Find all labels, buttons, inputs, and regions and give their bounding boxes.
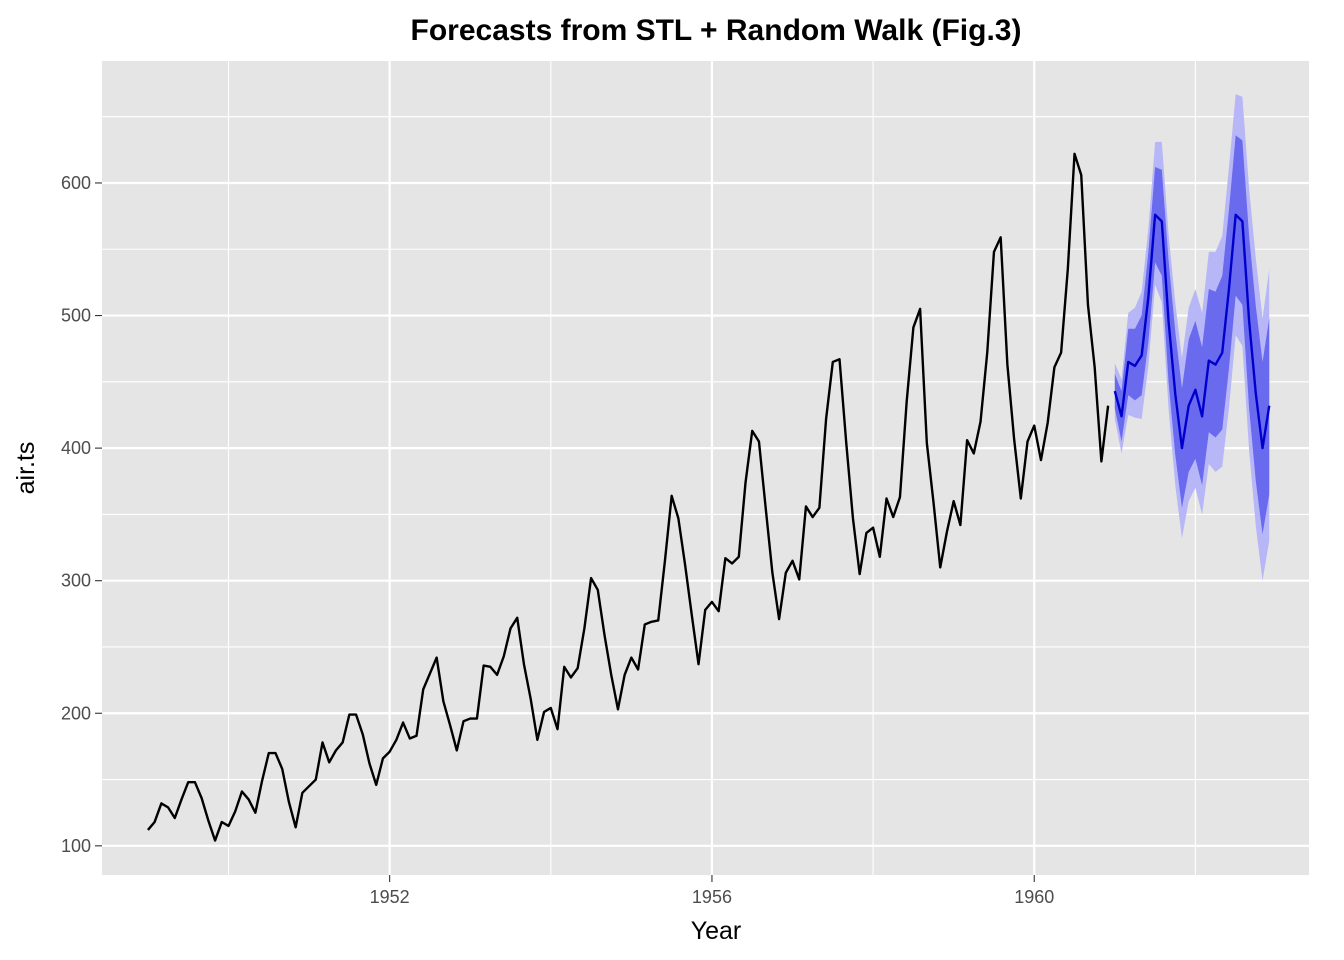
y-axis-title: air.ts xyxy=(12,442,40,495)
series-lines xyxy=(147,152,1271,842)
y-tick-label: 300 xyxy=(61,571,91,591)
grid-minor xyxy=(102,61,1309,875)
forecast-line xyxy=(1113,213,1271,450)
x-axis-title: Year xyxy=(691,917,742,945)
y-tick-label: 600 xyxy=(61,173,91,193)
history-line xyxy=(147,152,1110,842)
x-tick-label: 1956 xyxy=(692,887,732,907)
y-tick-label: 500 xyxy=(61,306,91,326)
x-axis: 1952 1956 1960 xyxy=(370,875,1054,907)
y-tick-label: 100 xyxy=(61,836,91,856)
y-tick-label: 400 xyxy=(61,438,91,458)
y-axis: 100 200 300 400 500 600 xyxy=(61,173,102,856)
x-tick-label: 1960 xyxy=(1014,887,1054,907)
x-tick-label: 1952 xyxy=(370,887,410,907)
chart-title: Forecasts from STL + Random Walk (Fig.3) xyxy=(411,14,1022,47)
plot-panel xyxy=(102,61,1309,875)
y-tick-label: 200 xyxy=(61,703,91,723)
grid-major xyxy=(102,61,1309,875)
